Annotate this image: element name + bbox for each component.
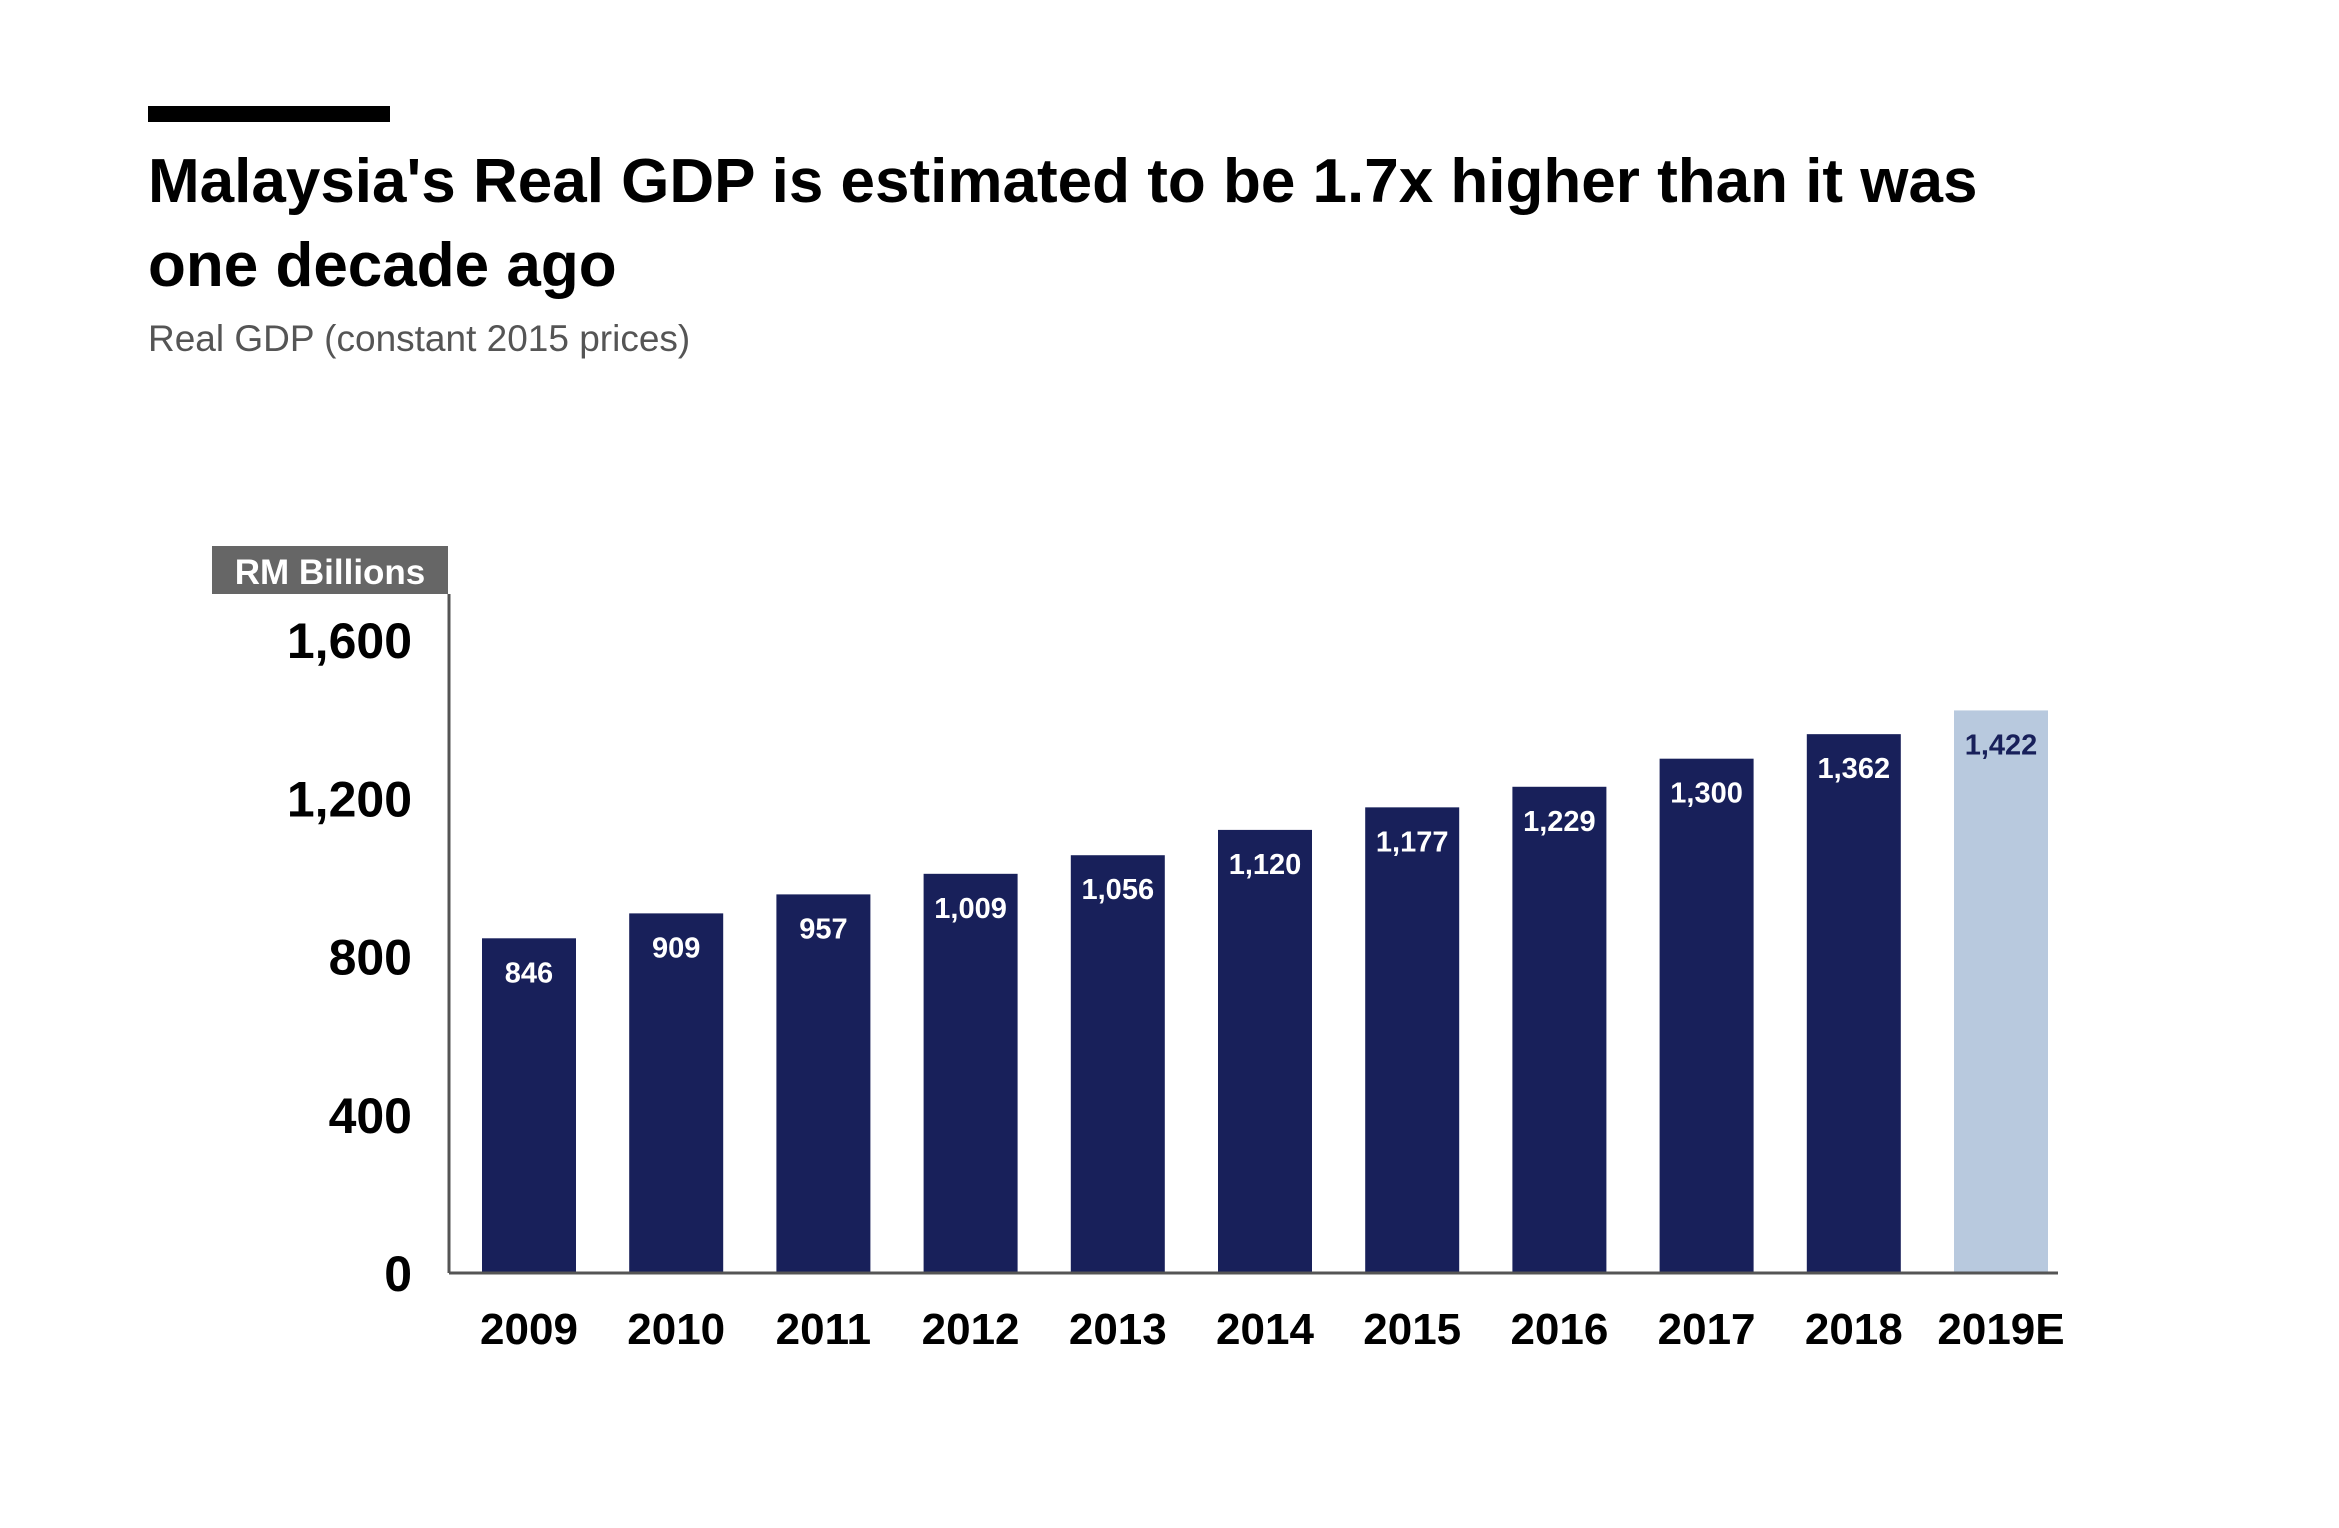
x-tick-label: 2009 — [480, 1305, 578, 1354]
bar — [1070, 855, 1165, 1273]
bars — [482, 710, 2048, 1273]
y-tick-label: 400 — [329, 1088, 412, 1144]
data-label: 1,300 — [1670, 778, 1743, 810]
x-tick-label: 2017 — [1658, 1305, 1756, 1354]
bar — [1659, 758, 1754, 1273]
data-label: 1,422 — [1965, 729, 2038, 761]
x-tick-label: 2018 — [1805, 1305, 1903, 1354]
bar — [1218, 829, 1312, 1273]
x-tick-label: 2014 — [1216, 1305, 1314, 1354]
bar — [923, 873, 1018, 1273]
data-label: 1,009 — [934, 893, 1007, 925]
bar — [1365, 807, 1460, 1273]
y-tick-label: 800 — [329, 930, 412, 986]
x-tick-label: 2011 — [776, 1305, 871, 1354]
bar-estimate — [1954, 710, 2048, 1273]
unit-label: RM Billions — [235, 553, 426, 592]
x-tick-label: 2019E — [1937, 1305, 2064, 1354]
y-tick-label: 0 — [384, 1246, 412, 1302]
data-label: 1,362 — [1818, 753, 1891, 785]
data-label: 957 — [799, 913, 847, 945]
chart-subtitle: Real GDP (constant 2015 prices) — [148, 318, 691, 359]
y-tick-label: 1,200 — [287, 771, 412, 827]
data-labels: 846 909 957 1,009 1,056 1,120 1,177 1,229 1,300 1… — [505, 729, 2037, 989]
y-axis-ticks: 0 400 800 1,200 1,600 — [287, 613, 412, 1302]
data-label: 1,177 — [1376, 826, 1449, 858]
data-label: 1,120 — [1229, 849, 1302, 881]
x-tick-label: 2012 — [922, 1305, 1020, 1354]
data-label: 1,056 — [1082, 874, 1155, 906]
data-label: 846 — [505, 957, 553, 989]
chart-title: Malaysia's Real GDP is estimated to be 1… — [148, 147, 1978, 300]
unit-label-box — [212, 546, 448, 594]
x-tick-label: 2013 — [1069, 1305, 1167, 1354]
data-label: 909 — [652, 932, 700, 964]
bar — [1806, 734, 1901, 1273]
unit-label-group: RM Billions — [212, 546, 448, 594]
x-tick-label: 2016 — [1510, 1305, 1608, 1354]
data-label: 1,229 — [1523, 806, 1596, 838]
bar — [776, 894, 871, 1273]
bar — [482, 938, 576, 1273]
x-tick-label: 2010 — [627, 1305, 725, 1354]
x-axis-ticks: 2009 2010 2011 2012 2013 2014 2015 2016 2017 2018… — [480, 1305, 2065, 1354]
y-tick-label: 1,600 — [287, 613, 412, 669]
bar — [629, 913, 724, 1273]
x-tick-label: 2015 — [1363, 1305, 1461, 1354]
bar — [1512, 786, 1607, 1273]
title-accent-bar — [148, 106, 390, 122]
